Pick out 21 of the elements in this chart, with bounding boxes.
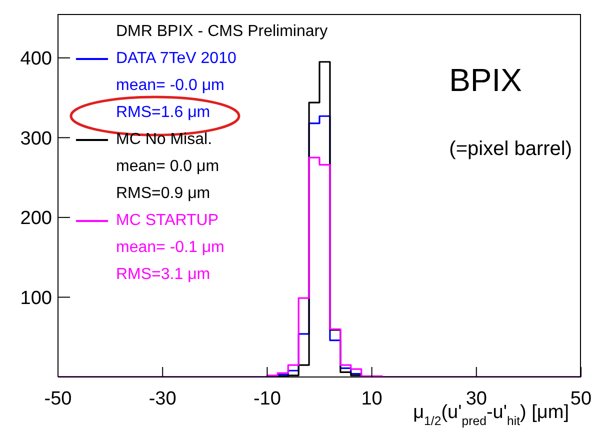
legend-label: MC No Misal. xyxy=(116,130,212,150)
annotation: mean= -0.0 μm xyxy=(116,76,226,96)
legend-label: DATA 7TeV 2010 xyxy=(116,49,236,69)
y-tick-label: 400 xyxy=(20,48,52,70)
y-tick-label: 100 xyxy=(20,288,52,309)
x-tick-label: -30 xyxy=(148,388,176,410)
legend-title: DMR BPIX - CMS Preliminary xyxy=(116,22,328,42)
annotation: RMS=0.9 μm xyxy=(116,184,212,204)
legend-label: MC STARTUP xyxy=(116,211,219,231)
annotation: mean= 0.0 μm xyxy=(116,157,220,177)
annotation: (=pixel barrel) xyxy=(449,138,572,161)
x-tick-label: 50 xyxy=(570,388,592,410)
annotation: RMS=1.6 μm xyxy=(116,103,212,123)
annotation: BPIX xyxy=(449,62,522,99)
annotation: mean= -0.1 μm xyxy=(116,238,226,258)
y-tick-label: 200 xyxy=(20,208,52,230)
x-tick-label: -10 xyxy=(253,388,281,410)
annotation: RMS=3.1 μm xyxy=(116,265,212,285)
x-tick-label: 10 xyxy=(361,388,382,410)
x-tick-label: -50 xyxy=(44,388,72,410)
y-tick-label: 300 xyxy=(20,128,52,150)
